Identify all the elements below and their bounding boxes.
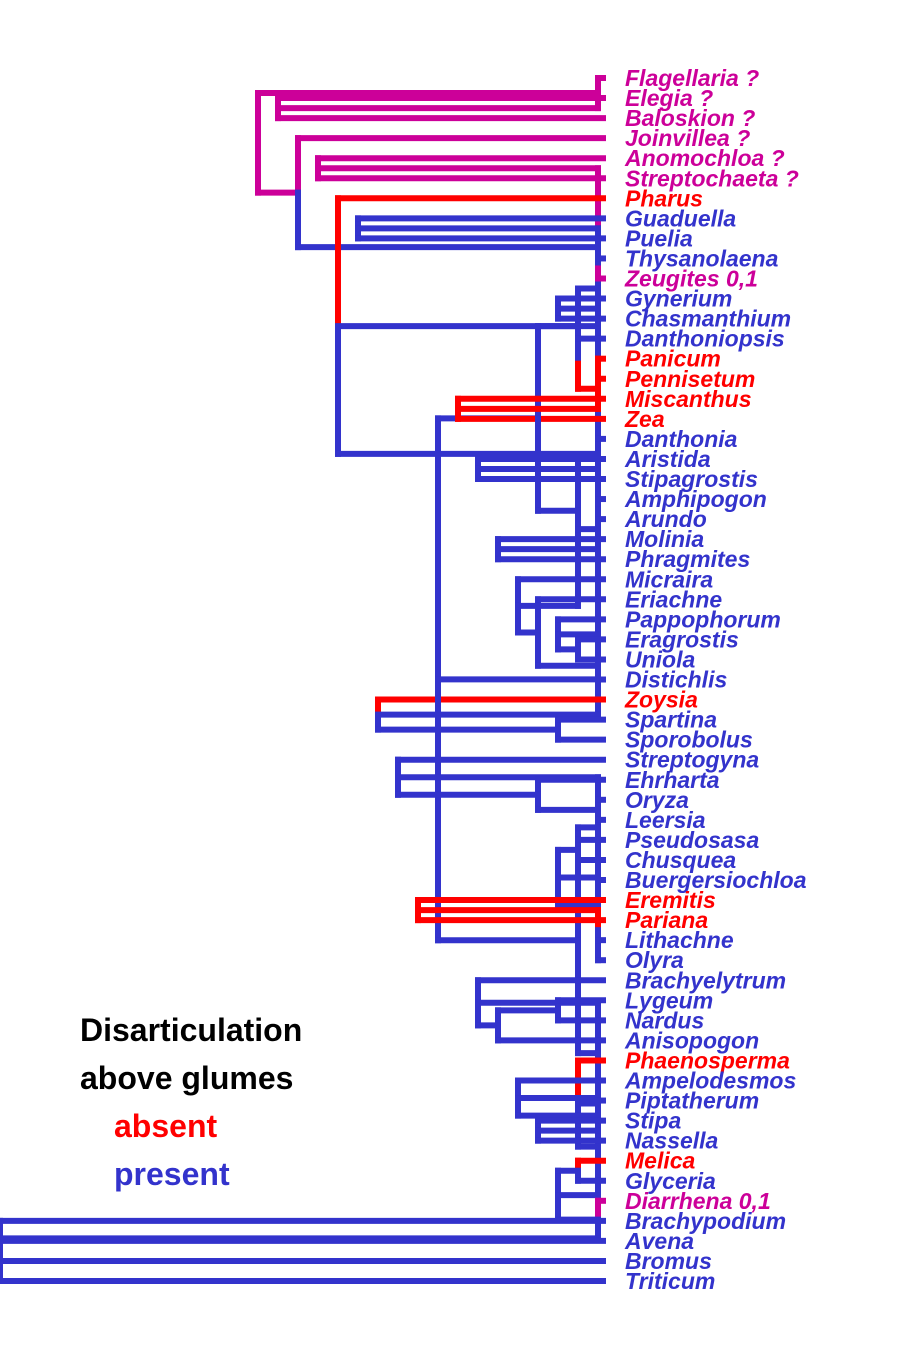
taxon-label-brachypodium: Brachypodium [625, 1208, 786, 1234]
taxon-label-panicum: Panicum [625, 346, 721, 372]
legend-title-line1: Disarticulation [80, 1012, 303, 1048]
taxon-label-pseudosasa: Pseudosasa [625, 827, 759, 853]
taxon-label-miscanthus: Miscanthus [625, 386, 752, 412]
taxon-label-spartina: Spartina [625, 707, 717, 733]
taxon-label-lygeum: Lygeum [625, 987, 713, 1013]
taxon-label-danthoniopsis: Danthoniopsis [625, 326, 785, 352]
taxon-label-aristida: Aristida [624, 446, 711, 472]
taxon-label-amphipogon: Amphipogon [624, 486, 767, 512]
taxon-label-pennisetum: Pennisetum [625, 366, 755, 392]
taxon-label-melica: Melica [625, 1148, 696, 1174]
taxon-label-brachyelytrum: Brachyelytrum [625, 967, 786, 993]
taxon-label-arundo: Arundo [624, 506, 707, 532]
taxon-label-pariana: Pariana [625, 907, 708, 933]
taxon-label-joinvillea: Joinvillea ? [625, 125, 750, 151]
legend-absent-label: absent [114, 1108, 218, 1144]
taxon-label-buergersiochloa: Buergersiochloa [625, 867, 807, 893]
taxon-label-uniola: Uniola [625, 646, 695, 672]
taxon-label-nassella: Nassella [625, 1128, 719, 1154]
taxon-label-elegia: Elegia ? [625, 85, 713, 111]
legend-title-line2: above glumes [80, 1060, 294, 1096]
taxon-label-bromus: Bromus [625, 1248, 712, 1274]
taxon-label-flagellaria: Flagellaria ? [625, 65, 759, 91]
taxon-label-anisopogon: Anisopogon [624, 1027, 759, 1053]
taxon-label-streptogyna: Streptogyna [625, 747, 759, 773]
taxon-label-guaduella: Guaduella [625, 205, 736, 231]
taxon-label-pharus: Pharus [625, 185, 703, 211]
taxon-label-eremitis: Eremitis [625, 887, 716, 913]
taxon-label-diarrhena: Diarrhena 0,1 [625, 1188, 771, 1214]
taxon-label-chasmanthium: Chasmanthium [625, 306, 791, 332]
taxon-label-stipa: Stipa [625, 1108, 681, 1134]
legend-present-label: present [114, 1156, 230, 1192]
taxon-label-anomochloa: Anomochloa ? [624, 145, 785, 171]
taxon-label-distichlis: Distichlis [625, 667, 727, 693]
taxon-label-zeugites: Zeugites 0,1 [624, 266, 758, 292]
taxon-label-eriachne: Eriachne [625, 586, 722, 612]
taxon-label-olyra: Olyra [625, 947, 684, 973]
taxon-labels: Flagellaria ?Elegia ?Baloskion ?Joinvill… [624, 65, 807, 1294]
taxon-label-zea: Zea [624, 406, 665, 432]
taxon-label-stipagrostis: Stipagrostis [625, 466, 758, 492]
taxon-label-baloskion: Baloskion ? [625, 105, 755, 131]
taxon-label-eragrostis: Eragrostis [625, 626, 739, 652]
tree-branches [0, 75, 606, 1284]
taxon-label-piptatherum: Piptatherum [625, 1088, 759, 1114]
taxon-label-leersia: Leersia [625, 807, 706, 833]
taxon-label-zoysia: Zoysia [624, 687, 698, 713]
taxon-label-danthonia: Danthonia [625, 426, 738, 452]
taxon-label-sporobolus: Sporobolus [625, 727, 753, 753]
taxon-label-phragmites: Phragmites [625, 546, 750, 572]
taxon-label-phaenosperma: Phaenosperma [625, 1047, 790, 1073]
taxon-label-nardus: Nardus [625, 1007, 704, 1033]
taxon-label-streptochaeta: Streptochaeta ? [625, 165, 799, 191]
taxon-label-glyceria: Glyceria [625, 1168, 716, 1194]
taxon-label-gynerium: Gynerium [625, 286, 732, 312]
taxon-label-oryza: Oryza [625, 787, 689, 813]
taxon-label-ampelodesmos: Ampelodesmos [624, 1068, 796, 1094]
taxon-label-thysanolaena: Thysanolaena [625, 245, 779, 271]
taxon-label-molinia: Molinia [625, 526, 704, 552]
taxon-label-puelia: Puelia [625, 225, 693, 251]
taxon-label-micraira: Micraira [625, 566, 713, 592]
taxon-label-avena: Avena [624, 1228, 694, 1254]
taxon-label-triticum: Triticum [625, 1268, 715, 1294]
taxon-label-lithachne: Lithachne [625, 927, 734, 953]
taxon-label-ehrharta: Ehrharta [625, 767, 720, 793]
taxon-label-chusquea: Chusquea [625, 847, 736, 873]
taxon-label-pappophorum: Pappophorum [625, 606, 781, 632]
